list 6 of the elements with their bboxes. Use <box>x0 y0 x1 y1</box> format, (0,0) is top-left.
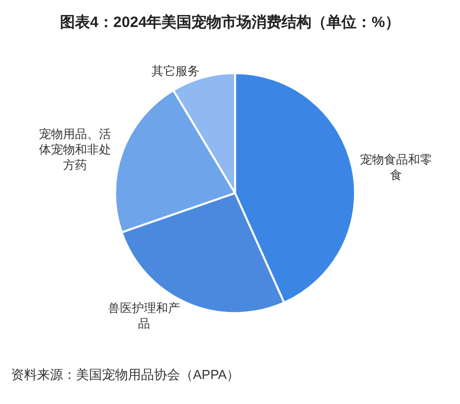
chart-title: 图表4：2024年美国宠物市场消费结构（单位：%） <box>60 13 400 32</box>
text: 资料来源：美国宠物用品协会（APPA） <box>11 367 240 382</box>
slice-label: 兽医护理和产品 <box>108 300 180 330</box>
slice-label: 宠物食品和零食 <box>360 152 432 182</box>
slice-label: 宠物用品、活体宠物和非处方药 <box>38 126 111 172</box>
slice-label: 其它服务 <box>152 64 200 78</box>
